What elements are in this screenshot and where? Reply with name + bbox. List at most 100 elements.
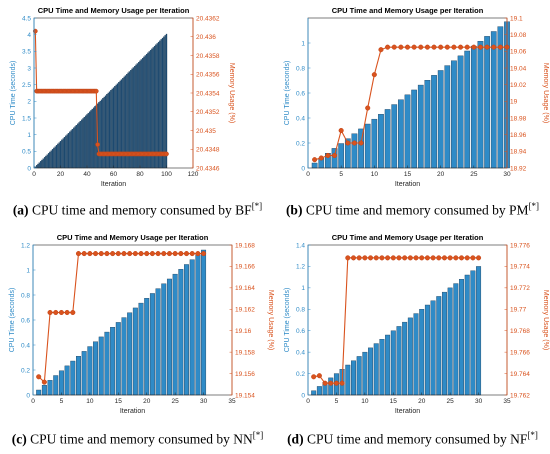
- memory-point: [350, 255, 357, 261]
- memory-point: [413, 255, 419, 261]
- cpu-bar: [98, 102, 100, 169]
- memory-point: [183, 251, 190, 257]
- cpu-bar: [444, 65, 451, 169]
- memory-point: [325, 152, 331, 159]
- y-tick-label: 0.5: [22, 149, 31, 156]
- memory-point: [379, 255, 385, 261]
- chart-nf: 0 5 10 15 20 25 30 35 0 0.2 0.4 0.6 0.8 1 1.2 1.4 19.762…: [284, 233, 549, 415]
- cpu-bar: [121, 317, 127, 396]
- cpu-bar: [138, 302, 144, 396]
- y-tick-label: 2: [27, 99, 31, 106]
- cpu-bar: [53, 147, 55, 169]
- cpu-bar: [65, 135, 67, 169]
- cpu-bar: [143, 56, 145, 169]
- chart-pm: 0 5 10 15 20 25 30 0 0.2 0.4 0.6 0.8 1 18.92 18.94 18.9…: [284, 6, 549, 188]
- y-tick-label: 0: [27, 165, 31, 172]
- cpu-bar: [93, 341, 99, 396]
- y-tick-label: 0.8: [296, 307, 305, 314]
- cpu-bar: [451, 60, 457, 169]
- cpu-bar: [470, 45, 477, 169]
- chart-title: CPU Time and Memory Usage per Iteration: [38, 6, 190, 15]
- y-tick-label: 1.4: [296, 242, 305, 249]
- x-tick-label: 30: [200, 398, 208, 405]
- memory-point: [311, 374, 317, 380]
- x-axis-label: Iteration: [395, 408, 420, 415]
- memory-point: [333, 380, 339, 386]
- x-tick-label: 60: [110, 171, 118, 178]
- cpu-bar: [316, 386, 322, 396]
- x-tick-label: 120: [188, 171, 199, 178]
- memory-point: [110, 251, 116, 257]
- memory-point: [484, 44, 490, 50]
- cpu-bar: [45, 155, 47, 169]
- cpu-bar: [484, 36, 490, 169]
- memory-point: [312, 157, 318, 163]
- x-tick-label: 30: [475, 398, 483, 405]
- cpu-bar: [165, 33, 168, 169]
- cpu-bar: [110, 90, 112, 169]
- x-tick-label: 0: [31, 398, 35, 405]
- x-tick-label: 0: [32, 171, 36, 178]
- cpu-bar: [115, 322, 121, 396]
- memory-point: [444, 44, 450, 50]
- cpu-bar: [144, 55, 146, 169]
- memory-point: [345, 255, 351, 261]
- chart-nn: 0 5 10 15 20 25 30 35 0 0.2 0.4 0.6 0.8 1 1.2 19.154 19.…: [9, 233, 274, 415]
- x-tick-label: 10: [86, 398, 94, 405]
- cpu-bar: [103, 96, 105, 169]
- chart-panel-nn: 0 5 10 15 20 25 30 35 0 0.2 0.4 0.6 0.8 1 1.2 19.154 19.…: [0, 227, 275, 454]
- y2-tick-label: 19.762: [510, 392, 530, 399]
- y-tick-label: 2.5: [22, 82, 31, 89]
- y2-tick-label: 19.154: [235, 392, 255, 399]
- memory-point: [458, 44, 464, 50]
- cpu-bar: [88, 111, 91, 169]
- cpu-bar: [62, 138, 64, 169]
- y2-tick-label: 19.776: [510, 242, 530, 249]
- cpu-bar: [59, 141, 62, 169]
- memory-point: [189, 251, 195, 257]
- memory-point: [164, 151, 169, 157]
- y-tick-label: 4: [27, 32, 31, 39]
- memory-point: [155, 251, 161, 257]
- cpu-bar: [153, 45, 156, 169]
- y2-tick-label: 19.766: [510, 349, 530, 356]
- memory-point: [345, 140, 351, 146]
- cpu-bar: [63, 137, 66, 169]
- cpu-bar: [391, 104, 398, 169]
- y2-axis-label: Memory Usage (%): [267, 290, 274, 350]
- y2-tick-label: 19.156: [235, 371, 255, 378]
- cpu-bar: [58, 370, 64, 396]
- caption-bf: (a) CPU time and memory consumed by BF[*…: [12, 201, 263, 218]
- chart-panel-pm: 0 5 10 15 20 25 30 0 0.2 0.4 0.6 0.8 1 18.92 18.94 18.9…: [275, 0, 550, 227]
- cpu-bar: [379, 339, 385, 396]
- cpu-bar: [36, 389, 42, 396]
- cpu-bar: [49, 151, 51, 169]
- memory-point: [424, 255, 430, 261]
- y2-axis-label: Memory Usage (%): [228, 63, 235, 123]
- memory-point: [497, 44, 503, 50]
- y-tick-label: 1.2: [296, 264, 305, 271]
- cpu-bar: [411, 89, 417, 169]
- memory-point: [451, 44, 457, 50]
- memory-point: [371, 72, 377, 78]
- cpu-bar: [39, 161, 42, 169]
- memory-point: [166, 251, 173, 257]
- cpu-bar: [166, 278, 172, 396]
- x-tick-label: 15: [404, 171, 412, 178]
- memory-point: [178, 251, 184, 257]
- memory-point: [411, 44, 417, 50]
- memory-point: [93, 88, 99, 94]
- memory-point: [419, 255, 425, 261]
- cpu-bar: [108, 91, 111, 169]
- memory-point: [358, 140, 364, 146]
- cpu-bar: [424, 79, 431, 169]
- cpu-bar: [73, 127, 75, 169]
- y2-tick-label: 19.772: [510, 285, 530, 292]
- y2-tick-label: 20.436: [196, 34, 216, 41]
- cpu-bar: [141, 57, 144, 169]
- y-tick-label: 0.4: [296, 115, 305, 122]
- memory-point: [58, 309, 64, 316]
- memory-point: [453, 255, 459, 261]
- cpu-bar: [398, 99, 404, 169]
- memory-point: [351, 140, 357, 146]
